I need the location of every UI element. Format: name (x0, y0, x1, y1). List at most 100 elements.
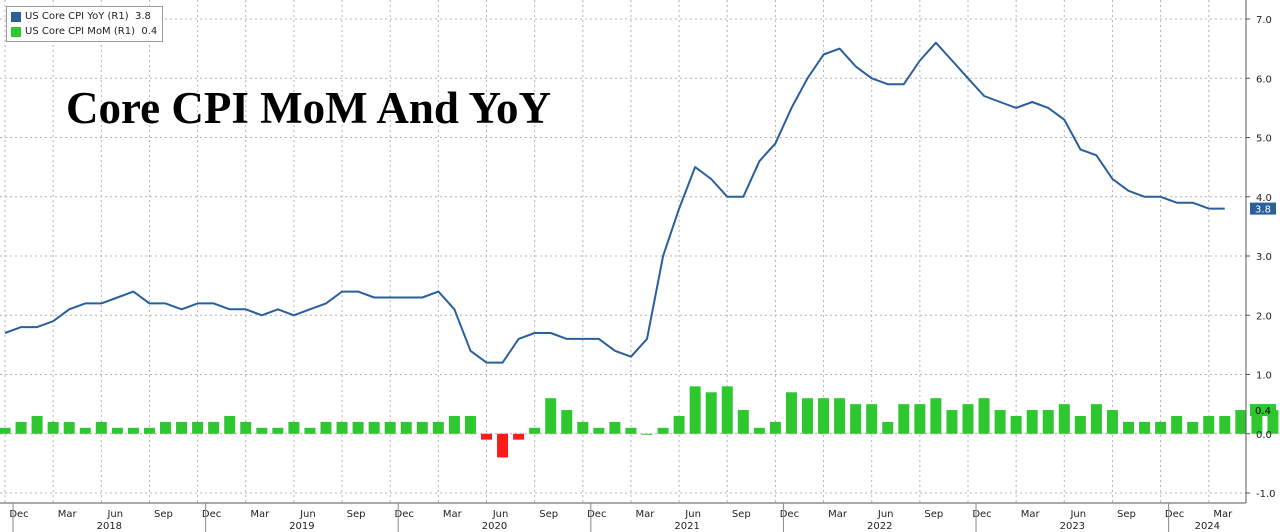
mom-bar (802, 398, 813, 434)
legend-swatch-mom (11, 26, 21, 37)
mom-bar (464, 415, 476, 434)
mom-bar (737, 410, 749, 434)
mom-bar (769, 421, 781, 434)
y-axis: -1.0 0.0 1.0 2.0 3.0 4.0 5.0 6.0 7.0 3.8 0.4 (1245, 0, 1276, 503)
x-year-label: 2020 (482, 521, 507, 532)
mom-bar (336, 421, 348, 434)
mom-bar (818, 398, 830, 434)
x-month-label: Dec (972, 509, 991, 520)
mom-bar (561, 410, 573, 434)
mom-bar (1074, 415, 1086, 434)
mom-bar (625, 427, 637, 434)
mom-bar (1042, 410, 1054, 434)
mom-bar (866, 404, 878, 434)
x-month-label: Jun (106, 509, 123, 520)
yoy-line (4, 41, 1225, 364)
x-month-label: Mar (1213, 509, 1233, 520)
mom-bar (994, 410, 1006, 434)
mom-bar (1219, 415, 1231, 434)
x-month-label: Jun (877, 509, 894, 520)
x-month-label: Sep (732, 509, 751, 520)
mom-bar (352, 421, 364, 434)
mom-bar (962, 404, 974, 434)
y-tick-label: 5.0 (1256, 134, 1272, 145)
legend-value-mom: 0.4 (141, 26, 158, 37)
mom-bar (1123, 421, 1134, 434)
mom-bar (272, 427, 284, 434)
mom-bar (320, 421, 332, 434)
mom-bar (192, 421, 204, 434)
mom-bar (1251, 410, 1263, 434)
x-month-label: Sep (154, 509, 173, 520)
x-month-label: Mar (250, 509, 270, 520)
x-month-label: Jun (299, 509, 316, 520)
mom-bar (882, 421, 894, 434)
mom-bar (384, 421, 396, 434)
y-tick-label: 0.0 (1256, 430, 1272, 441)
x-month-label: Mar (443, 509, 463, 520)
mom-bar (1203, 415, 1215, 434)
mom-bar (641, 433, 653, 435)
legend-item-yoy: US Core CPI YoY (R1) 3.8 (11, 9, 157, 24)
x-month-label: Jun (684, 509, 701, 520)
mom-bar (898, 404, 910, 434)
x-year-label: 2022 (867, 521, 892, 532)
mom-bars (0, 386, 1279, 458)
mom-bar (529, 427, 541, 434)
mom-bar (256, 427, 268, 434)
mom-bar (705, 392, 717, 434)
mom-bar (481, 433, 492, 440)
mom-bar (545, 398, 557, 434)
mom-bar (304, 427, 316, 434)
mom-bar (1106, 410, 1118, 434)
mom-bar (721, 386, 733, 434)
x-month-label: Mar (1021, 509, 1041, 520)
mom-bar (0, 427, 11, 434)
mom-bar (609, 421, 621, 434)
mom-bar (31, 415, 43, 434)
y-tick-label: 1.0 (1256, 371, 1272, 382)
x-month-label: Sep (924, 509, 943, 520)
last-value-label: 3.8 (1255, 205, 1271, 216)
mom-bar (416, 421, 428, 434)
mom-bar (1090, 404, 1102, 434)
mom-bar (1267, 410, 1279, 434)
mom-bar (850, 404, 862, 434)
x-month-label: Dec (1165, 509, 1184, 520)
mom-bar (513, 433, 525, 440)
mom-bar (657, 427, 669, 434)
mom-bar (1187, 421, 1199, 434)
legend-item-mom: US Core CPI MoM (R1) 0.4 (11, 24, 157, 39)
mom-bar (95, 421, 107, 434)
legend-label-yoy: US Core CPI YoY (R1) (25, 11, 129, 22)
y-tick-label: 7.0 (1256, 15, 1272, 26)
x-month-label: Sep (1117, 509, 1136, 520)
legend-swatch-yoy (11, 11, 21, 22)
mom-bar (368, 421, 380, 434)
mom-bar (753, 427, 765, 434)
yoy-line-path (4, 41, 1225, 364)
x-month-label: Jun (1069, 509, 1086, 520)
x-month-label: Dec (587, 509, 606, 520)
x-month-label: Sep (347, 509, 366, 520)
y-tick-label: 6.0 (1256, 74, 1272, 85)
mom-bar (176, 421, 188, 434)
mom-bar (63, 421, 75, 434)
chart-legend: US Core CPI YoY (R1) 3.8 US Core CPI MoM… (6, 6, 164, 42)
y-tick-label: -1.0 (1256, 489, 1276, 500)
x-month-label: Sep (539, 509, 558, 520)
mom-bar (432, 421, 444, 434)
mom-bar (224, 415, 236, 434)
mom-bar (577, 421, 589, 434)
legend-value-yoy: 3.8 (134, 11, 151, 22)
grid-lines (0, 0, 1246, 503)
mom-bar (1010, 415, 1022, 434)
x-month-label: Mar (828, 509, 848, 520)
last-value-tag (1250, 202, 1276, 215)
y-tick-label: 3.0 (1256, 252, 1272, 263)
last-value-label: 0.4 (1255, 406, 1271, 417)
mom-bar (1058, 404, 1070, 434)
mom-bar (785, 392, 797, 434)
x-month-label: Dec (780, 509, 799, 520)
